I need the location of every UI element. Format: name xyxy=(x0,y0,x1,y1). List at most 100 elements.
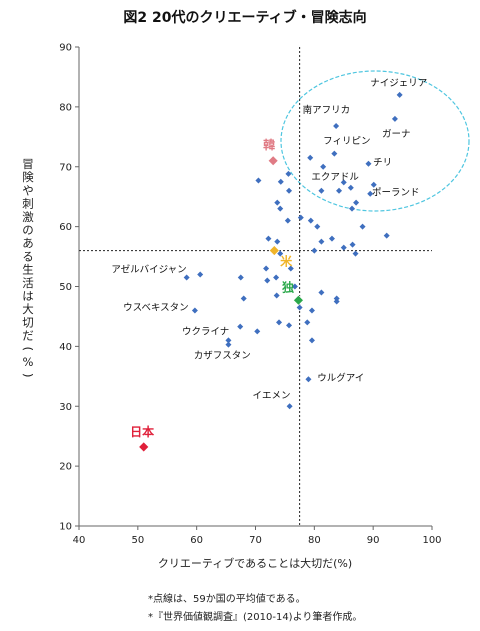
y-axis-title-char: 刺 xyxy=(22,197,34,211)
data-point xyxy=(254,328,261,335)
data-point xyxy=(255,177,262,184)
data-point xyxy=(305,376,312,383)
x-tick-label: 90 xyxy=(367,535,380,546)
data-point xyxy=(240,295,247,302)
note-line-1: *点線は、59か国の平均値である。 xyxy=(148,592,306,605)
data-point xyxy=(331,150,338,157)
highlight-label: 日本 xyxy=(130,424,154,439)
data-point xyxy=(311,247,318,254)
axes: 10 20 30 40 50 60 70 80 90 40 50 60 70 80 90 100 xyxy=(59,43,441,547)
highlight-point xyxy=(268,245,280,256)
country-label: チリ xyxy=(373,158,392,169)
data-point xyxy=(365,160,372,167)
data-point xyxy=(287,265,294,272)
y-axis-title-char: ( xyxy=(21,347,35,352)
data-point xyxy=(225,337,232,344)
data-point xyxy=(291,283,298,290)
data-points xyxy=(183,91,403,410)
data-point xyxy=(296,304,303,311)
data-point xyxy=(352,250,359,257)
data-point xyxy=(263,265,270,272)
data-point xyxy=(265,235,272,242)
country-label: ウスベキスタン xyxy=(123,302,189,313)
y-tick-label: 70 xyxy=(59,162,72,173)
note-line-2: *『世界価値観調査』(2010-14)より筆者作成。 xyxy=(148,610,362,623)
country-label: ポーランド xyxy=(372,187,420,198)
y-tick-label: 60 xyxy=(59,222,72,233)
data-point xyxy=(286,403,293,410)
data-point xyxy=(333,298,340,305)
data-point xyxy=(320,163,327,170)
y-axis-title-char: 激 xyxy=(22,210,34,224)
data-point xyxy=(277,178,284,185)
highlight-label: 独 xyxy=(281,279,294,294)
data-point xyxy=(285,170,292,177)
y-axis-title-char: ) xyxy=(21,373,35,378)
data-point xyxy=(237,274,244,281)
y-axis-title-char: 険 xyxy=(22,170,34,184)
country-label: ナイジェリア xyxy=(370,78,427,89)
data-point xyxy=(353,199,360,206)
data-point xyxy=(383,232,390,239)
data-point xyxy=(264,277,271,284)
data-point xyxy=(347,184,354,191)
country-label: エクアドル xyxy=(311,172,359,183)
data-point xyxy=(225,341,232,348)
country-label: ウクライナ xyxy=(182,326,229,337)
data-point xyxy=(349,241,356,248)
country-label: 南アフリカ xyxy=(303,104,351,116)
y-axis-title-char: 活 xyxy=(22,276,34,290)
data-point xyxy=(318,187,325,194)
data-point xyxy=(286,187,293,194)
data-point xyxy=(286,322,293,329)
data-point xyxy=(277,205,284,212)
highlight-point xyxy=(267,155,279,167)
y-axis-title-char: 冒 xyxy=(22,157,34,171)
data-point xyxy=(308,337,315,344)
x-tick-label: 100 xyxy=(422,535,441,546)
highlight-label: 韓 xyxy=(263,137,275,152)
y-axis-title-char: あ xyxy=(22,236,34,250)
y-tick-label: 40 xyxy=(59,342,72,353)
data-point xyxy=(370,181,377,188)
highlight-label: 米 xyxy=(280,254,293,269)
y-tick-label: 90 xyxy=(59,43,72,54)
y-axis-title-char: る xyxy=(22,249,34,263)
data-point xyxy=(183,274,190,281)
data-point xyxy=(318,289,325,296)
data-point xyxy=(237,323,244,330)
point-labels: ナイジェリア南アフリカガーナフィリピンチリエクアドルポーランドアゼルバイジャンウ… xyxy=(111,78,427,402)
data-point xyxy=(277,250,284,257)
y-axis-title-char: % xyxy=(23,355,34,369)
data-point xyxy=(359,223,366,230)
data-point xyxy=(318,238,325,245)
country-label: アゼルバイジャン xyxy=(111,264,186,276)
reference-lines xyxy=(79,47,432,526)
data-point xyxy=(273,274,280,281)
country-label: フィリピン xyxy=(323,136,370,147)
data-point xyxy=(391,115,398,122)
data-point xyxy=(340,244,347,251)
y-tick-label: 30 xyxy=(59,402,72,413)
data-point xyxy=(273,292,280,299)
data-point xyxy=(308,307,315,314)
country-label: イエメン xyxy=(253,390,291,401)
data-point xyxy=(340,179,347,186)
highlight-ellipse-group xyxy=(280,70,470,212)
data-point xyxy=(284,217,291,224)
data-point xyxy=(307,154,314,161)
data-point xyxy=(274,199,281,206)
data-point xyxy=(297,214,304,221)
chart-title: 図2 20代のクリエーティブ・冒険志向 xyxy=(123,9,366,26)
y-axis-title-char: の xyxy=(22,223,34,237)
data-point xyxy=(191,307,198,314)
data-point xyxy=(396,91,403,98)
y-axis-title-char: だ xyxy=(22,329,34,343)
x-tick-label: 40 xyxy=(73,535,86,546)
y-axis-title-char: は xyxy=(22,289,34,303)
data-point xyxy=(274,238,281,245)
highlight-point xyxy=(138,441,150,453)
